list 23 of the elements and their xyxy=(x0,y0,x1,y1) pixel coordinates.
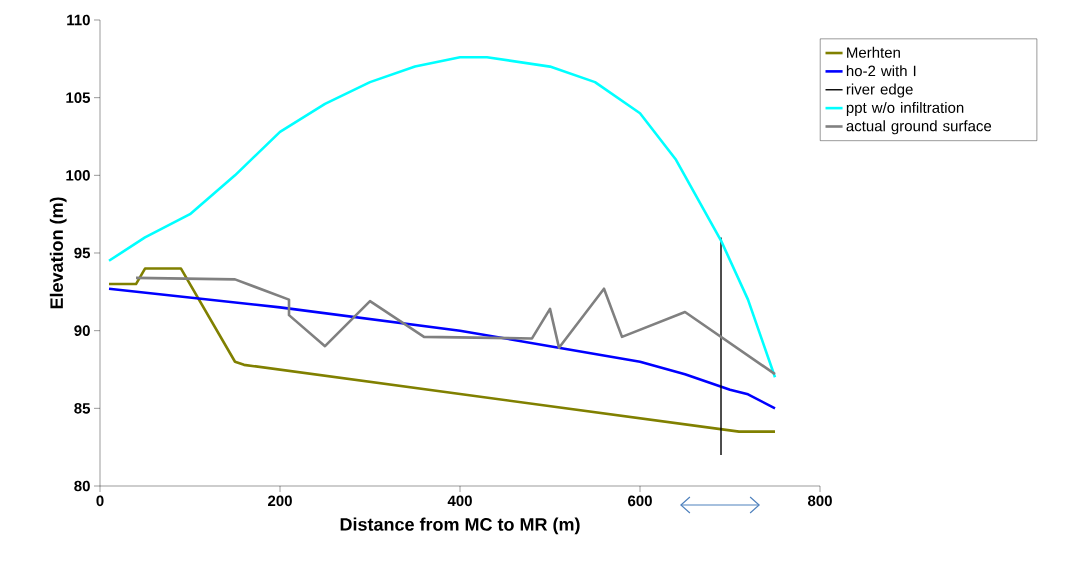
y-tick-label: 90 xyxy=(74,325,90,336)
line-series xyxy=(134,276,777,376)
y-tick-label: 100 xyxy=(66,170,90,181)
x-tick-label: 600 xyxy=(628,495,652,507)
legend-label: river edge xyxy=(846,83,913,98)
y-tick-label: 95 xyxy=(74,247,91,259)
y-axis-title: Elevation (m) xyxy=(49,197,67,309)
line-series xyxy=(107,267,777,433)
line-series xyxy=(107,287,777,410)
legend-label: ppt w/o infiltration xyxy=(846,101,964,116)
x-tick-label: 200 xyxy=(268,495,292,507)
y-tick-label: 80 xyxy=(74,480,90,492)
y-tick-label: 105 xyxy=(66,92,91,103)
legend-label: actual ground surface xyxy=(846,120,992,135)
x-tick-label: 400 xyxy=(447,495,472,507)
legend-label: Merhten xyxy=(847,46,900,58)
line-series xyxy=(107,55,777,379)
x-axis-title: Distance from MC to MR (m) xyxy=(340,517,580,535)
y-tick-label: 85 xyxy=(74,403,91,414)
x-tick-label: 800 xyxy=(807,495,832,507)
y-tick-label: 110 xyxy=(67,14,90,26)
legend-label: ho-2 with I xyxy=(846,65,916,77)
x-tick-label: 0 xyxy=(96,495,104,507)
